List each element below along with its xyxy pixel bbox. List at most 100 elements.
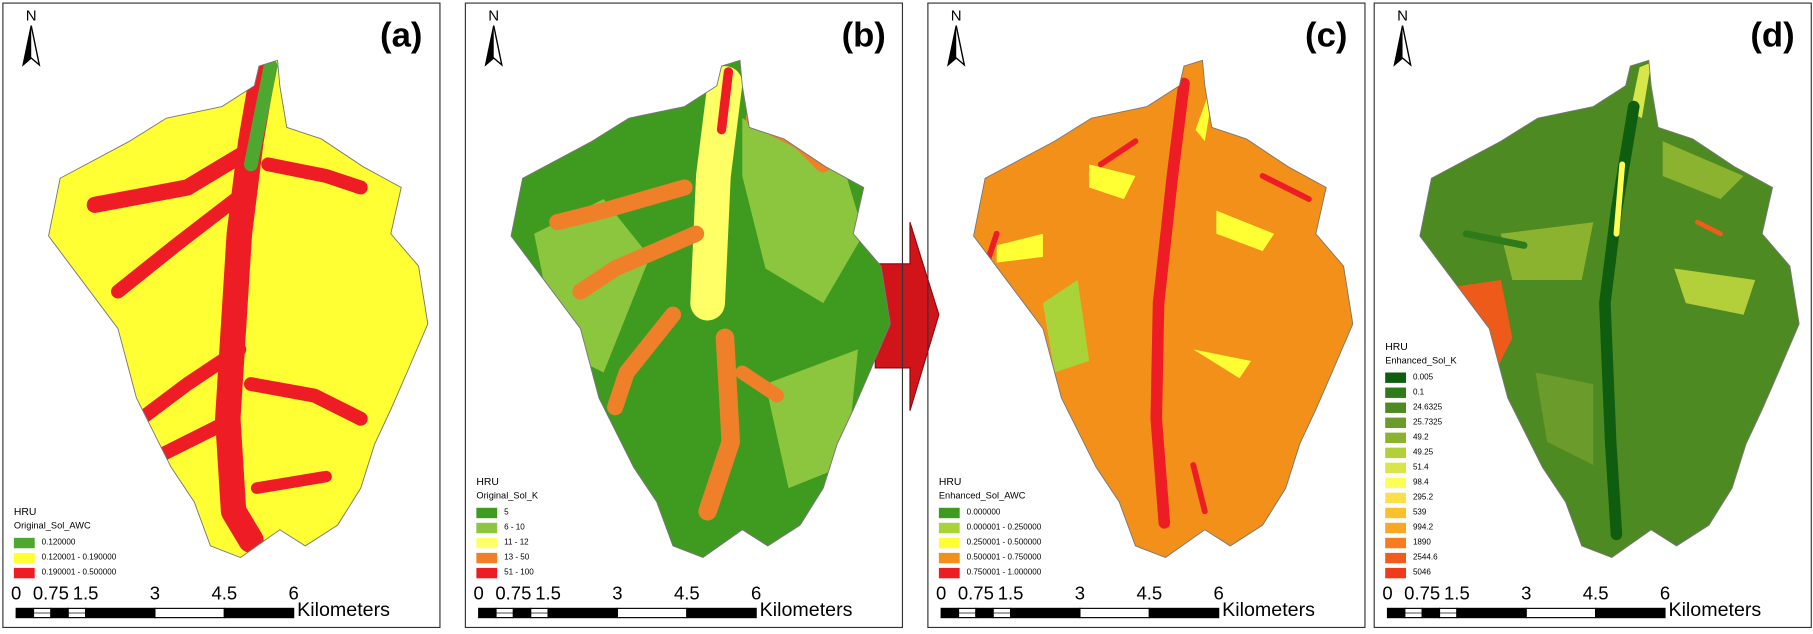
- scale-segment: [1009, 607, 1081, 619]
- legend-swatch: [476, 552, 498, 564]
- map-panel: N (b) HRU Original_Sol_K 5 6 - 10 11 - 12 13 - …: [464, 2, 904, 629]
- legend-swatch: [476, 522, 498, 534]
- legend-label: 0.750001 - 1.000000: [967, 568, 1042, 577]
- legend-field: Original_Sol_AWC: [14, 521, 91, 531]
- scale-segment: [1525, 607, 1597, 619]
- legend-label: 51.4: [1413, 462, 1429, 471]
- channel: [86, 144, 254, 213]
- scale-label: 0.75: [958, 582, 994, 603]
- legend-label: 49.2: [1413, 432, 1429, 441]
- map-panel: N (a) HRU Original_Sol_AWC 0.120000 0.120001 …: [2, 2, 441, 629]
- legend-swatch: [13, 567, 35, 579]
- legend-swatch: [13, 537, 35, 549]
- legend-label: 5: [504, 508, 509, 517]
- land-patch: [1193, 349, 1252, 379]
- scale-segment: [84, 607, 156, 619]
- channel: [607, 306, 682, 416]
- scale-label: 0: [936, 582, 946, 603]
- north-label: N: [951, 7, 962, 24]
- scale-label: 3: [1521, 582, 1531, 603]
- channel: [1259, 173, 1312, 202]
- legend-swatch: [938, 537, 960, 549]
- north-arrow-half: [485, 25, 494, 65]
- legend-swatch: [1385, 477, 1406, 489]
- arrow: [874, 222, 940, 411]
- scale-segment: [686, 607, 757, 619]
- scale-label: 4.5: [1136, 582, 1162, 603]
- legend-title: HRU: [939, 477, 962, 488]
- scale-unit: Kilometers: [297, 599, 390, 621]
- scale-label: 0.75: [495, 582, 531, 603]
- scale-label: 0.75: [1404, 582, 1440, 603]
- land-patch: [742, 118, 864, 304]
- panel-label: (b): [842, 16, 886, 54]
- legend-label: 98.4: [1413, 477, 1429, 486]
- legend-label: 0.500001 - 0.750000: [967, 553, 1042, 562]
- legend-title: HRU: [476, 477, 499, 488]
- legend-swatch: [1385, 492, 1406, 504]
- legend-label: 0.120001 - 0.190000: [42, 553, 117, 562]
- legend-swatch: [1385, 372, 1406, 383]
- channel: [243, 60, 278, 172]
- scale-segment: [547, 607, 619, 619]
- map-panel: N (d) HRU Enhanced_Sol_K 0.005 0.1 24.6325 25.7…: [1373, 2, 1812, 629]
- legend-swatch: [1385, 522, 1406, 534]
- panel-frame: [1373, 2, 1812, 629]
- legend-swatch: [1385, 462, 1406, 474]
- land-patch: [1500, 222, 1594, 280]
- scale-label: 6: [289, 582, 299, 603]
- scale-segment: [15, 612, 86, 618]
- channel: [735, 365, 784, 403]
- legend-swatch: [1385, 432, 1406, 444]
- legend-label: 0.000000: [967, 508, 1001, 517]
- legend-label: 49.25: [1413, 447, 1434, 456]
- scale-segment: [223, 607, 295, 619]
- legend-swatch: [1385, 417, 1406, 428]
- legend-swatch: [13, 552, 35, 564]
- channel: [1613, 161, 1626, 237]
- scale-unit: Kilometers: [1222, 599, 1315, 621]
- legend-swatch: [938, 567, 960, 579]
- scale-label: 1.5: [73, 582, 99, 603]
- legend-label: 51 - 100: [504, 568, 534, 577]
- legend-title: HRU: [14, 507, 37, 518]
- panel-frame: [2, 2, 441, 629]
- land-patch: [996, 233, 1043, 263]
- legend-swatch: [476, 567, 498, 579]
- watershed-features: [86, 60, 368, 553]
- legend-swatch: [476, 507, 498, 519]
- scale-segment: [154, 607, 225, 619]
- legend-swatch: [1385, 567, 1406, 579]
- watershed-outline: [48, 59, 429, 559]
- scale-label: 4.5: [211, 582, 237, 603]
- legend-label: 24.6325: [1413, 402, 1443, 411]
- legend-label: 5046: [1413, 568, 1431, 577]
- channel: [134, 342, 247, 426]
- channel: [549, 179, 693, 231]
- watershed-outline: [973, 59, 1354, 559]
- scale-label: 6: [1214, 582, 1224, 603]
- legend-label: 0.190001 - 0.500000: [42, 568, 117, 577]
- legend-label: 0.000001 - 0.250000: [967, 523, 1042, 532]
- scale-segment: [1595, 607, 1666, 619]
- scale-label: 4.5: [674, 582, 700, 603]
- scale-label: 0.75: [33, 582, 69, 603]
- panel-frame: [464, 2, 904, 629]
- channel: [1150, 77, 1190, 529]
- legend-swatch: [938, 507, 960, 519]
- legend-field: Original_Sol_K: [476, 491, 539, 501]
- channel: [716, 67, 734, 135]
- legend-swatch: [476, 537, 498, 549]
- legend-swatch: [1385, 507, 1406, 519]
- watershed-outline: [510, 59, 891, 559]
- north-arrow-half: [23, 25, 32, 65]
- land-patch: [1042, 280, 1090, 373]
- legend-label: 295.2: [1413, 493, 1434, 502]
- legend-label: 0.250001 - 0.500000: [967, 538, 1042, 547]
- scale-segment: [616, 607, 688, 619]
- legend-label: 25.7325: [1413, 417, 1443, 426]
- legend-label: 11 - 12: [504, 538, 529, 547]
- legend-swatch: [1385, 387, 1406, 398]
- channel: [1190, 462, 1208, 515]
- legend-swatch: [938, 552, 960, 564]
